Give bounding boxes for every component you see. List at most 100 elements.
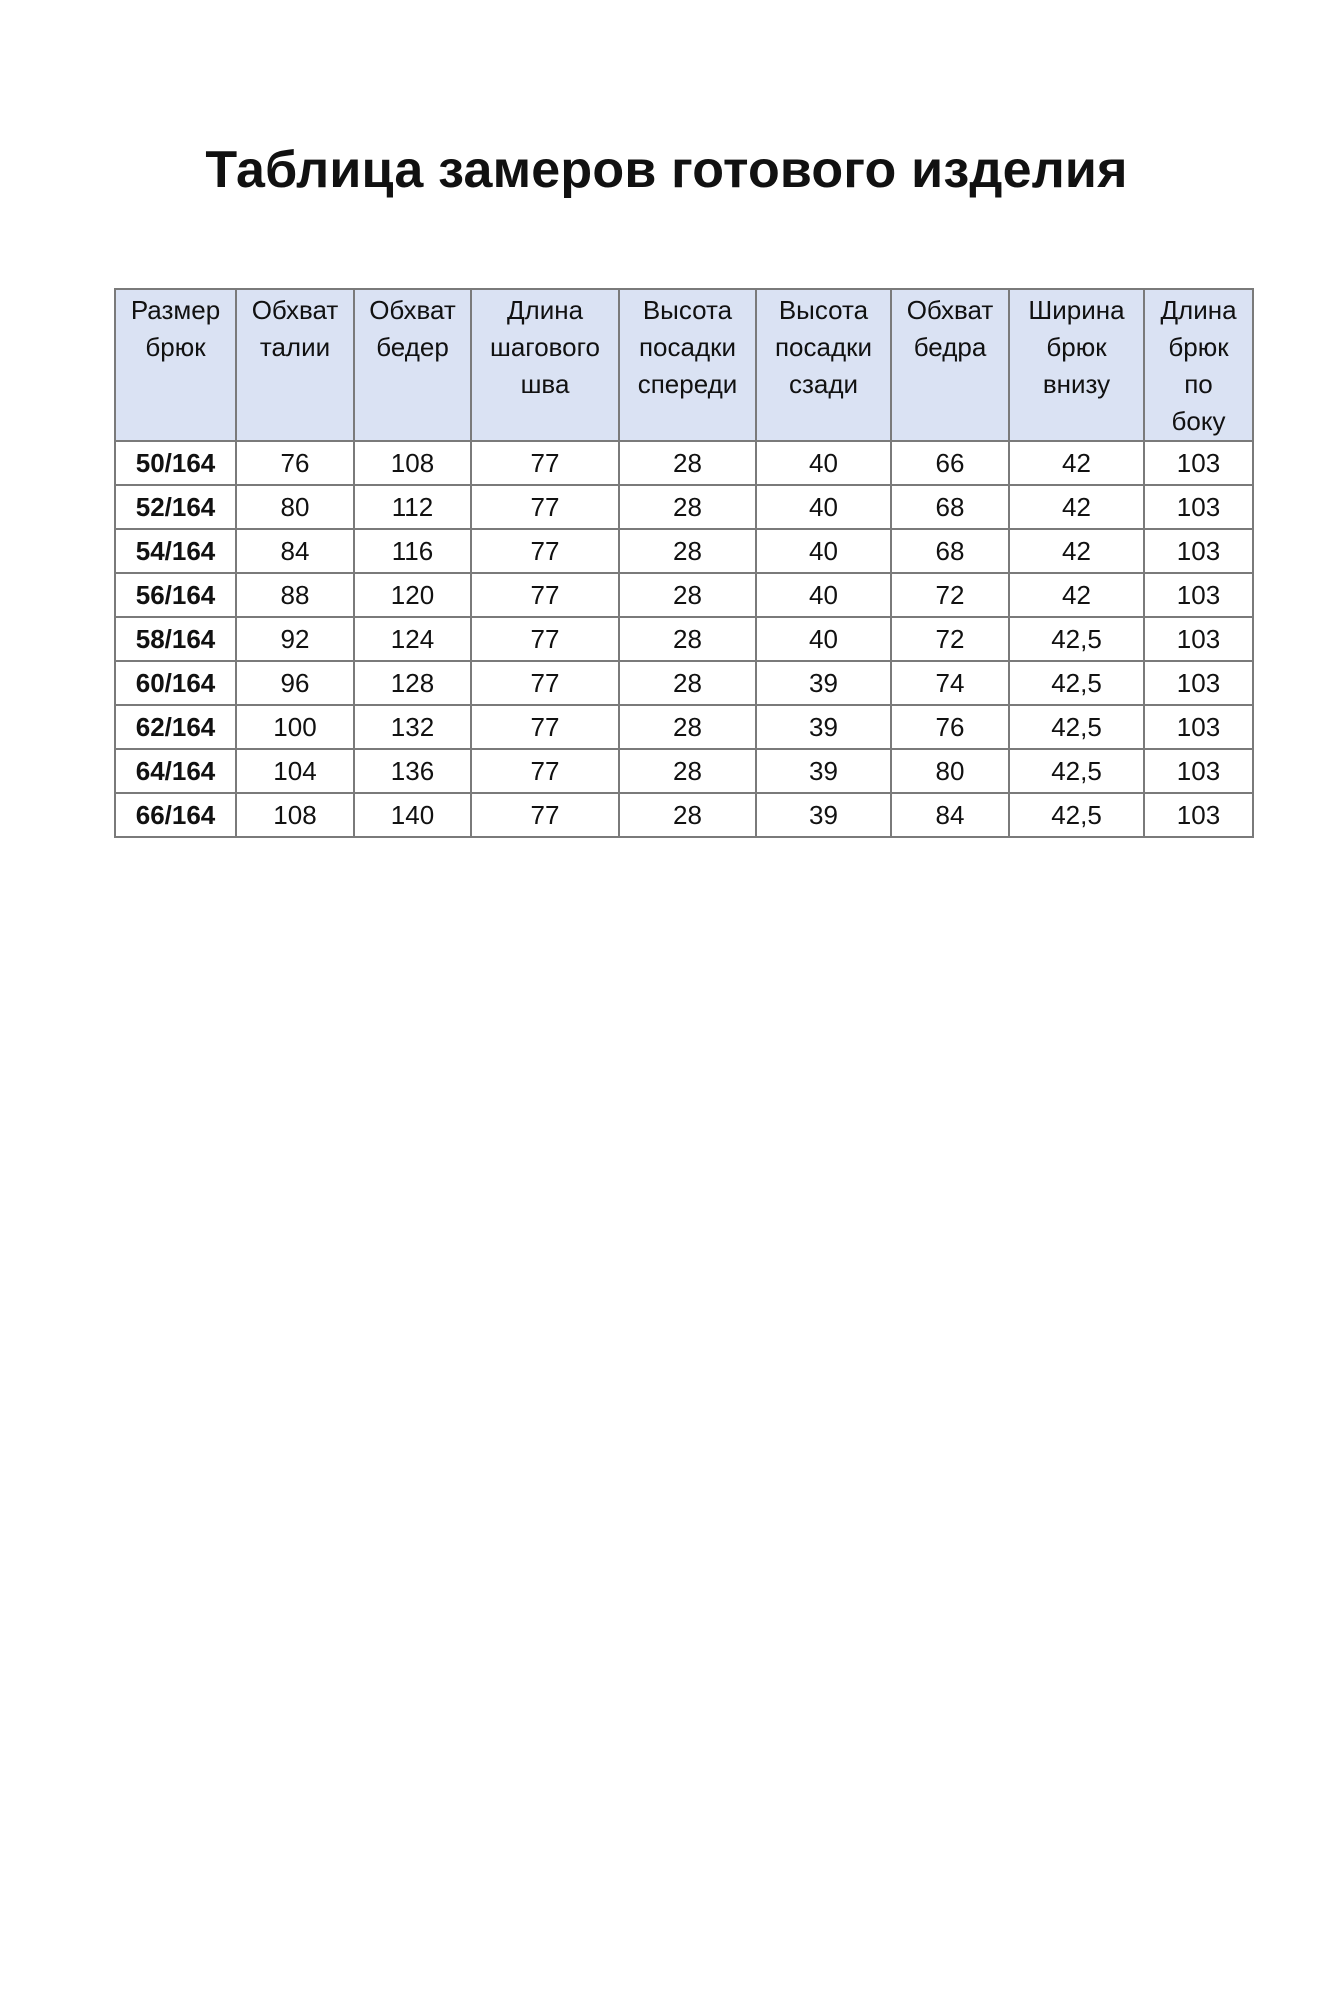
value-cell: 42,5 xyxy=(1008,616,1145,662)
value-cell: 103 xyxy=(1143,704,1254,750)
value-cell: 103 xyxy=(1143,748,1254,794)
column-header: Обхват талии xyxy=(235,288,355,442)
value-cell: 103 xyxy=(1143,616,1254,662)
size-cell: 50/164 xyxy=(114,440,237,486)
value-cell: 92 xyxy=(235,616,355,662)
column-header-line: посадки xyxy=(774,332,873,362)
column-header: Высота посадки спереди xyxy=(618,288,757,442)
value-cell: 103 xyxy=(1143,440,1254,486)
value-cell: 42 xyxy=(1008,440,1145,486)
value-cell: 76 xyxy=(235,440,355,486)
value-cell: 96 xyxy=(235,660,355,706)
column-header: Длина шагового шва xyxy=(470,288,620,442)
value-cell: 132 xyxy=(353,704,472,750)
size-cell: 52/164 xyxy=(114,484,237,530)
value-cell: 28 xyxy=(618,704,757,750)
column-header-line: посадки xyxy=(638,332,737,362)
value-cell: 108 xyxy=(235,792,355,838)
column-header-line: сзади xyxy=(788,369,859,399)
column-header-line: Размер xyxy=(130,295,221,325)
value-cell: 28 xyxy=(618,528,757,574)
value-cell: 112 xyxy=(353,484,472,530)
value-cell: 103 xyxy=(1143,660,1254,706)
value-cell: 39 xyxy=(755,792,892,838)
value-cell: 28 xyxy=(618,572,757,618)
column-header-line: талии xyxy=(259,332,331,362)
column-header-line: Длина xyxy=(1160,295,1237,325)
size-cell: 54/164 xyxy=(114,528,237,574)
value-cell: 40 xyxy=(755,484,892,530)
value-cell: 120 xyxy=(353,572,472,618)
value-cell: 80 xyxy=(235,484,355,530)
value-cell: 84 xyxy=(235,528,355,574)
page-title: Таблица замеров готового изделия xyxy=(205,141,1128,199)
table-row: 60/164 96 128 77 28 39 74 42,5 103 xyxy=(114,660,1254,706)
value-cell: 42,5 xyxy=(1008,792,1145,838)
header-row: Размер брюк Обхват талии Обхват бедер Длина шаг… xyxy=(114,288,1254,442)
value-cell: 77 xyxy=(470,704,620,750)
value-cell: 39 xyxy=(755,704,892,750)
value-cell: 108 xyxy=(353,440,472,486)
table-row: 56/164 88 120 77 28 40 72 42 103 xyxy=(114,572,1254,618)
value-cell: 40 xyxy=(755,572,892,618)
value-cell: 80 xyxy=(890,748,1010,794)
table-row: 58/164 92 124 77 28 40 72 42,5 103 xyxy=(114,616,1254,662)
size-cell: 66/164 xyxy=(114,792,237,838)
value-cell: 42 xyxy=(1008,528,1145,574)
table-row: 50/164 76 108 77 28 40 66 42 103 xyxy=(114,440,1254,486)
value-cell: 103 xyxy=(1143,792,1254,838)
table-row: 64/164 104 136 77 28 39 80 42,5 103 xyxy=(114,748,1254,794)
value-cell: 39 xyxy=(755,748,892,794)
value-cell: 28 xyxy=(618,792,757,838)
value-cell: 28 xyxy=(618,440,757,486)
value-cell: 68 xyxy=(890,528,1010,574)
value-cell: 28 xyxy=(618,660,757,706)
column-header-line: шва xyxy=(520,369,570,399)
table-row: 52/164 80 112 77 28 40 68 42 103 xyxy=(114,484,1254,530)
value-cell: 42,5 xyxy=(1008,660,1145,706)
value-cell: 39 xyxy=(755,660,892,706)
value-cell: 72 xyxy=(890,572,1010,618)
column-header-line: Высота xyxy=(642,295,733,325)
table-row: 66/164 108 140 77 28 39 84 42,5 103 xyxy=(114,792,1254,838)
value-cell: 42 xyxy=(1008,484,1145,530)
value-cell: 40 xyxy=(755,616,892,662)
value-cell: 28 xyxy=(618,616,757,662)
value-cell: 103 xyxy=(1143,572,1254,618)
column-header-line: бедер xyxy=(376,332,449,362)
value-cell: 77 xyxy=(470,528,620,574)
column-header: Обхват бедра xyxy=(890,288,1010,442)
column-header: Длина брюк по боку xyxy=(1143,288,1254,442)
value-cell: 77 xyxy=(470,616,620,662)
size-cell: 56/164 xyxy=(114,572,237,618)
column-header-line: брюк xyxy=(1168,332,1229,362)
value-cell: 77 xyxy=(470,484,620,530)
value-cell: 77 xyxy=(470,660,620,706)
value-cell: 68 xyxy=(890,484,1010,530)
value-cell: 76 xyxy=(890,704,1010,750)
column-header: Размер брюк xyxy=(114,288,237,442)
value-cell: 42,5 xyxy=(1008,704,1145,750)
column-header: Ширина брюк внизу xyxy=(1008,288,1145,442)
column-header-line: Высота xyxy=(778,295,869,325)
value-cell: 42 xyxy=(1008,572,1145,618)
table-row: 62/164 100 132 77 28 39 76 42,5 103 xyxy=(114,704,1254,750)
value-cell: 28 xyxy=(618,748,757,794)
size-cell: 58/164 xyxy=(114,616,237,662)
value-cell: 140 xyxy=(353,792,472,838)
value-cell: 40 xyxy=(755,528,892,574)
column-header-line: брюк xyxy=(1046,332,1107,362)
value-cell: 103 xyxy=(1143,528,1254,574)
column-header-line: Длина xyxy=(506,295,584,325)
value-cell: 72 xyxy=(890,616,1010,662)
value-cell: 100 xyxy=(235,704,355,750)
column-header-line: брюк xyxy=(145,332,206,362)
column-header-line: бедра xyxy=(913,332,987,362)
column-header-line: по xyxy=(1184,369,1213,399)
column-header-line: боку xyxy=(1171,406,1226,436)
column-header: Обхват бедер xyxy=(353,288,472,442)
column-header-line: Обхват xyxy=(906,295,994,325)
column-header-line: Обхват xyxy=(369,295,456,325)
value-cell: 136 xyxy=(353,748,472,794)
value-cell: 116 xyxy=(353,528,472,574)
